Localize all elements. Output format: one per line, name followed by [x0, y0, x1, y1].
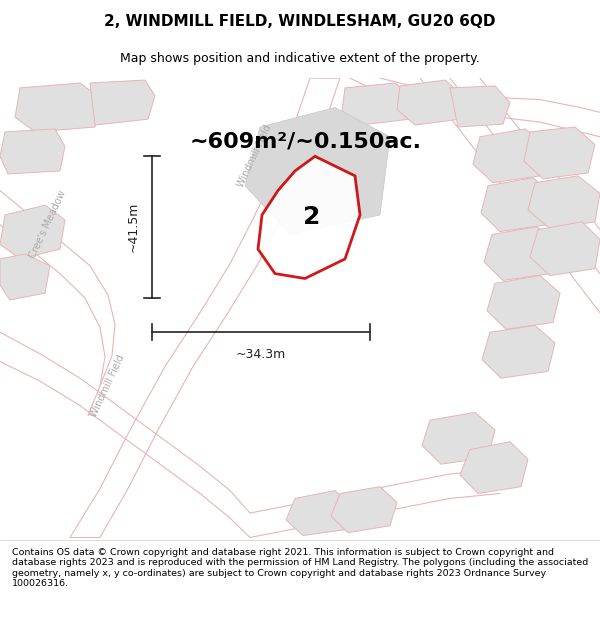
Polygon shape	[397, 80, 465, 125]
Polygon shape	[15, 83, 100, 132]
Polygon shape	[481, 178, 555, 232]
Text: Windmill Field: Windmill Field	[89, 353, 127, 419]
Text: 2: 2	[304, 205, 320, 229]
Polygon shape	[422, 412, 495, 464]
Polygon shape	[473, 129, 548, 182]
Text: Cree's Meadow: Cree's Meadow	[28, 189, 68, 260]
Text: ~34.3m: ~34.3m	[236, 348, 286, 361]
Polygon shape	[482, 326, 555, 378]
Polygon shape	[286, 491, 352, 536]
Polygon shape	[258, 156, 360, 279]
Polygon shape	[0, 205, 65, 259]
Polygon shape	[530, 222, 600, 276]
Polygon shape	[70, 78, 340, 538]
Polygon shape	[0, 129, 65, 174]
Polygon shape	[460, 442, 528, 494]
Polygon shape	[524, 127, 595, 179]
Polygon shape	[342, 83, 415, 125]
Polygon shape	[487, 276, 560, 329]
Polygon shape	[90, 80, 155, 125]
Polygon shape	[450, 86, 510, 127]
Polygon shape	[0, 254, 50, 300]
Polygon shape	[484, 227, 558, 281]
Text: Contains OS data © Crown copyright and database right 2021. This information is : Contains OS data © Crown copyright and d…	[12, 548, 588, 588]
Text: ~41.5m: ~41.5m	[127, 202, 140, 252]
Text: ~609m²/~0.150ac.: ~609m²/~0.150ac.	[190, 132, 422, 152]
Text: 2, WINDMILL FIELD, WINDLESHAM, GU20 6QD: 2, WINDMILL FIELD, WINDLESHAM, GU20 6QD	[104, 14, 496, 29]
Text: Map shows position and indicative extent of the property.: Map shows position and indicative extent…	[120, 52, 480, 65]
Text: Windmill Field: Windmill Field	[236, 124, 274, 189]
Polygon shape	[331, 487, 397, 532]
Polygon shape	[528, 176, 600, 229]
Polygon shape	[245, 107, 390, 234]
